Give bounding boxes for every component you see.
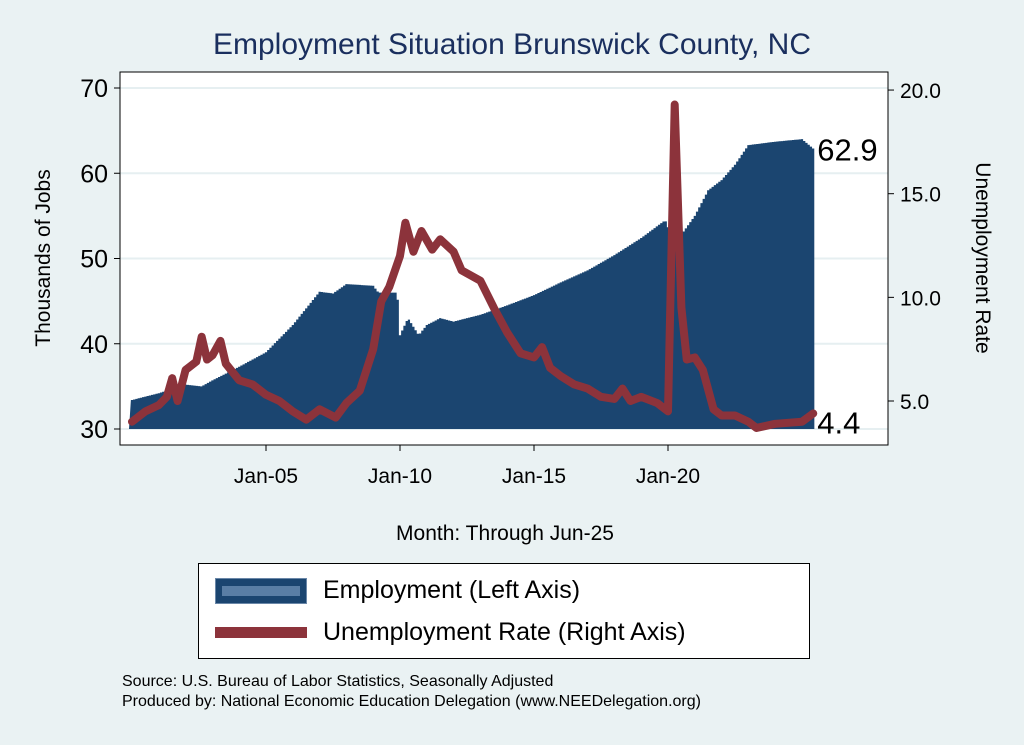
legend-item-employment: Employment (Left Axis) [215, 576, 580, 605]
y2-tick-label: 10.0 [900, 287, 941, 310]
legend: Employment (Left Axis) Unemployment Rate… [198, 563, 810, 659]
y-tick-label: 30 [80, 416, 108, 444]
y2-tick-label: 20.0 [900, 80, 941, 103]
y-tick-label: 50 [80, 246, 108, 274]
legend-item-unemployment: Unemployment Rate (Right Axis) [215, 618, 686, 647]
x-axis-label: Month: Through Jun-25 [396, 522, 614, 545]
employment-end-label: 62.9 [817, 133, 877, 168]
y-tick-label: 60 [80, 160, 108, 188]
y-tick-label: 70 [80, 75, 108, 103]
unemployment-end-label: 4.4 [817, 405, 860, 440]
chart-title: Employment Situation Brunswick County, N… [212, 28, 811, 61]
plot-border [119, 71, 889, 446]
x-tick-label: Jan-20 [636, 465, 700, 488]
legend-label-unemployment: Unemployment Rate (Right Axis) [323, 618, 686, 646]
x-tick-label: Jan-05 [234, 465, 298, 488]
x-tick-label: Jan-15 [502, 465, 566, 488]
employment-area [129, 139, 815, 429]
chart-plot: 30 40 50 60 70 5.0 10.0 15.0 20.0 Jan-05 Jan-10 Jan… [80, 71, 941, 488]
legend-label-employment: Employment (Left Axis) [323, 576, 581, 604]
y-tick-label: 40 [80, 331, 108, 359]
unemployment-line [128, 100, 818, 432]
x-tick-label: Jan-10 [368, 465, 432, 488]
produced-by-text: Produced by: National Economic Education… [122, 693, 701, 710]
source-text: Source: U.S. Bureau of Labor Statistics,… [122, 673, 554, 690]
legend-swatch-employment [215, 577, 307, 604]
legend-swatch-unemployment [215, 627, 307, 638]
source-note: Source: U.S. Bureau of Labor Statistics,… [122, 672, 701, 712]
y2-tick-label: 5.0 [900, 391, 929, 414]
y2-tick-label: 15.0 [900, 184, 941, 207]
